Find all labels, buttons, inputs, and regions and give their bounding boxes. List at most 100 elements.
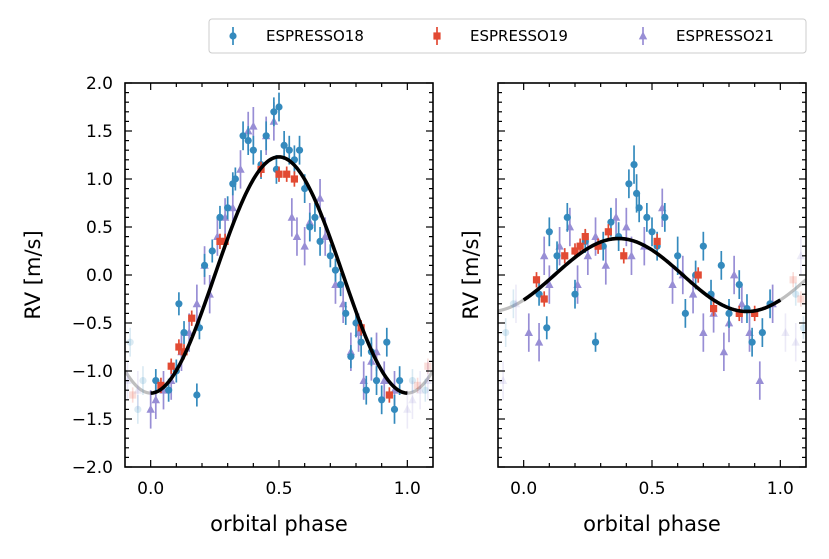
data-point-wrapped [789, 276, 797, 284]
data-point [735, 309, 743, 317]
x-tick-label: 0.5 [265, 479, 292, 499]
data-point-wrapped [797, 295, 805, 303]
data-point [385, 391, 393, 399]
data-point-wrapped [791, 337, 800, 346]
data-point [306, 223, 314, 231]
left-series-espresso18 [152, 92, 404, 424]
data-point [699, 328, 708, 336]
data-point [545, 280, 554, 288]
data-point [383, 338, 391, 346]
data-point [280, 141, 288, 149]
data-point [239, 132, 247, 140]
data-point [643, 213, 651, 221]
data-point [581, 233, 589, 241]
data-point [216, 213, 224, 221]
left-model-curve [150, 155, 408, 395]
data-point [372, 377, 381, 385]
data-point [301, 185, 309, 193]
data-point-wrapped [408, 395, 417, 404]
data-point-wrapped [403, 404, 412, 413]
data-point-wrapped [781, 328, 790, 336]
data-point [591, 232, 600, 240]
y-tick-label: 1.0 [86, 170, 113, 190]
data-point [287, 212, 297, 221]
data-point-wrapped [424, 362, 432, 370]
data-point [543, 324, 551, 332]
data-point [607, 218, 615, 226]
right-model-curve-wrap-left [498, 298, 525, 313]
left-y-axis-label: RV [m/s] [21, 230, 45, 319]
data-point-wrapped [414, 381, 422, 389]
data-point [674, 252, 682, 260]
data-point [262, 132, 270, 140]
data-point [627, 251, 636, 260]
data-point [611, 212, 621, 221]
legend-marker [433, 32, 441, 40]
x-tick-label: 0.5 [638, 479, 665, 499]
data-point [193, 391, 201, 399]
y-tick-label: 0.5 [86, 218, 113, 238]
y-tick-label: 0.0 [86, 266, 113, 286]
y-tick-label: −2.0 [72, 458, 113, 478]
data-point [571, 247, 579, 255]
data-point [755, 376, 764, 384]
data-point [540, 295, 548, 303]
x-tick-label: 1.0 [394, 479, 421, 499]
data-point [167, 362, 175, 370]
left-series-espresso19 [157, 161, 393, 403]
data-point [311, 213, 319, 221]
data-point [146, 404, 155, 413]
data-point [635, 204, 643, 212]
data-point [315, 193, 325, 202]
left-x-axis-label: orbital phase [210, 512, 348, 536]
data-point [688, 289, 698, 298]
data-point [275, 103, 283, 111]
data-point [545, 228, 553, 236]
data-point [591, 338, 600, 346]
data-point [563, 213, 571, 221]
data-point [735, 281, 743, 289]
data-point [200, 261, 209, 269]
y-tick-label: −1.5 [72, 410, 113, 430]
x-tick-label: 1.0 [767, 479, 794, 499]
data-point [224, 204, 232, 212]
data-point [681, 309, 689, 317]
data-point [758, 329, 766, 337]
data-point-wrapped [509, 300, 517, 308]
data-point [380, 376, 389, 384]
data-point [725, 309, 733, 317]
data-point [216, 237, 224, 245]
data-point-wrapped [126, 338, 134, 346]
data-point-wrapped [423, 376, 433, 384]
data-point-wrapped [139, 377, 147, 385]
data-point [283, 170, 291, 178]
data-point [357, 338, 365, 346]
left-model-curve-wrap-left [125, 369, 151, 395]
data-point-wrapped [408, 377, 417, 385]
legend-label: ESPRESSO21 [676, 27, 774, 45]
legend-entry-espresso19: ESPRESSO19 [433, 27, 568, 45]
data-point-wrapped [792, 290, 800, 298]
data-point [390, 405, 399, 413]
data-point-wrapped [129, 391, 137, 399]
x-tick-label: 0.0 [137, 479, 164, 499]
left-model-curve-dashed [150, 156, 408, 394]
right-y-axis-label: RV [m/s] [459, 230, 483, 319]
data-point-wrapped [502, 329, 510, 337]
data-point [737, 299, 747, 308]
data-point [331, 266, 340, 274]
data-point [540, 251, 549, 260]
data-point [192, 299, 202, 308]
y-tick-label: −1.0 [72, 362, 113, 382]
data-point-wrapped [415, 385, 425, 394]
right-model-curve-dashed [523, 237, 781, 313]
data-point [300, 241, 309, 250]
data-point [188, 314, 196, 322]
data-point [534, 337, 544, 346]
data-point [378, 396, 386, 404]
legend-entry-espresso21: ESPRESSO21 [638, 27, 774, 45]
right-model-curve-wrap-right [779, 278, 806, 302]
data-point [396, 377, 404, 385]
data-point [553, 252, 561, 260]
data-point [699, 242, 707, 250]
